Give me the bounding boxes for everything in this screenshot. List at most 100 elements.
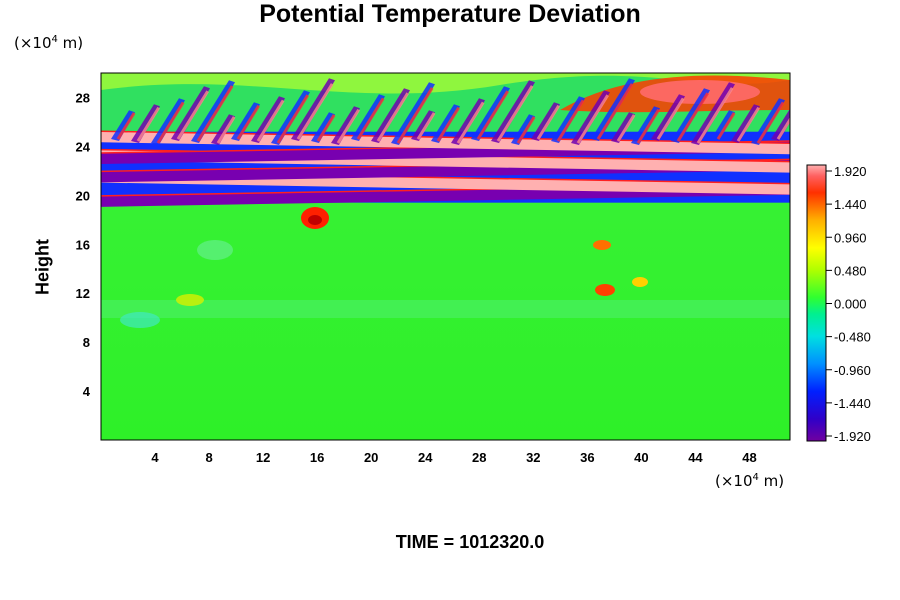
y-tick-label: 4 bbox=[83, 384, 91, 399]
chart-title: Potential Temperature Deviation bbox=[259, 0, 641, 28]
wave-streak bbox=[671, 88, 710, 144]
wave-crest bbox=[416, 112, 436, 140]
wave-crest bbox=[116, 112, 136, 140]
x-tick-label: 48 bbox=[742, 450, 756, 465]
wave-crest bbox=[536, 104, 560, 140]
wave-crest bbox=[456, 101, 485, 144]
x-tick-label: 36 bbox=[580, 450, 594, 465]
colorbar-scale bbox=[806, 164, 827, 442]
colorbar-tick-label: -0.480 bbox=[834, 330, 871, 345]
colorbar: 1.920 1.440 0.960 0.480 0.000 -0.480 -0.960 -1.… bbox=[806, 164, 871, 444]
wave-crest bbox=[236, 104, 260, 140]
x-axis-unit: (×104 m) bbox=[715, 472, 785, 490]
wave-streak bbox=[531, 102, 560, 142]
x-tick-label: 24 bbox=[418, 450, 433, 465]
wave-crest bbox=[496, 85, 534, 142]
y-tick-label: 16 bbox=[76, 237, 90, 252]
wave-crest bbox=[196, 85, 234, 142]
colorbar-tick-label: -1.920 bbox=[834, 429, 871, 444]
wave-streak bbox=[471, 86, 510, 142]
wave-crest bbox=[356, 97, 385, 140]
y-tick-label: 8 bbox=[83, 335, 90, 350]
colorbar-tick-label: 1.920 bbox=[834, 164, 867, 179]
wave-crest bbox=[396, 87, 434, 144]
wave-streak bbox=[511, 114, 535, 146]
y-axis-ticks: 4 8 12 16 20 24 28 bbox=[76, 90, 91, 399]
y-axis-unit: (×104 m) bbox=[14, 34, 84, 52]
colorbar-tick-label: 1.440 bbox=[834, 197, 867, 212]
wave-crest bbox=[276, 94, 309, 144]
wave-streak bbox=[251, 96, 285, 144]
x-tick-label: 16 bbox=[310, 450, 324, 465]
wave-streak bbox=[731, 104, 760, 144]
wave-streak bbox=[231, 102, 260, 142]
wave-streak bbox=[391, 82, 435, 146]
x-tick-label: 8 bbox=[205, 450, 212, 465]
wave-crest bbox=[436, 106, 460, 142]
wave-crest bbox=[316, 114, 336, 142]
wave-streak bbox=[751, 98, 785, 146]
colorbar-tick-label: 0.000 bbox=[834, 297, 867, 312]
wave-crest bbox=[596, 83, 634, 140]
wave-crest bbox=[156, 101, 185, 144]
wave-crest bbox=[336, 108, 360, 144]
wave-crest bbox=[476, 90, 509, 140]
y-tick-label: 28 bbox=[76, 90, 90, 105]
band bbox=[101, 131, 790, 155]
wave-crest bbox=[716, 112, 736, 140]
wave-crest bbox=[676, 92, 709, 142]
wave-streak bbox=[411, 110, 435, 142]
wave-streak bbox=[151, 98, 185, 146]
wave-crest bbox=[616, 114, 636, 142]
wave-crest bbox=[736, 106, 760, 142]
wave-streak bbox=[611, 112, 635, 144]
wave-crest bbox=[176, 90, 209, 140]
wave-streak bbox=[631, 106, 660, 146]
y-tick-label: 20 bbox=[76, 188, 90, 203]
plot-frame bbox=[100, 72, 791, 441]
wave-streak bbox=[551, 96, 585, 144]
colorbar-ticks: 1.920 1.440 0.960 0.480 0.000 -0.480 -0.960 -1.… bbox=[826, 164, 871, 444]
wave-crest bbox=[636, 108, 660, 144]
wave-streak bbox=[351, 94, 385, 142]
x-tick-label: 12 bbox=[256, 450, 270, 465]
wave-streak bbox=[571, 90, 610, 146]
colorbar-tick-label: 0.960 bbox=[834, 230, 867, 245]
wave-streak bbox=[271, 90, 310, 146]
wave-streak bbox=[111, 110, 135, 142]
wave-streak bbox=[371, 88, 410, 144]
wave-streak bbox=[311, 112, 335, 144]
wave-streak bbox=[691, 82, 735, 146]
wave-streak bbox=[431, 104, 460, 144]
wave-crest bbox=[776, 116, 790, 140]
time-label: TIME = 1012320.0 bbox=[395, 532, 545, 552]
wave-crest bbox=[576, 94, 609, 144]
y-tick-label: 24 bbox=[76, 139, 91, 154]
x-tick-label: 28 bbox=[472, 450, 486, 465]
wave-streak bbox=[131, 104, 160, 144]
colorbar-tick-label: -1.440 bbox=[834, 396, 871, 411]
wave-crest bbox=[556, 99, 585, 142]
wave-crest bbox=[256, 99, 285, 142]
x-tick-label: 4 bbox=[151, 450, 159, 465]
wave-streak bbox=[771, 108, 790, 142]
wave-streak bbox=[651, 94, 685, 142]
wave-streak bbox=[331, 106, 360, 146]
wave-crest bbox=[756, 101, 785, 144]
heatmap-wave-streaks bbox=[111, 78, 790, 146]
wave-crest bbox=[136, 106, 160, 142]
wave-streak bbox=[211, 114, 235, 146]
x-axis-ticks: 4 8 12 16 20 24 28 32 36 40 44 48 bbox=[151, 450, 756, 465]
wave-crest bbox=[516, 116, 536, 144]
heatmap-bands bbox=[101, 130, 790, 207]
x-tick-label: 40 bbox=[634, 450, 648, 465]
wave-streak bbox=[191, 80, 235, 144]
wave-crest bbox=[656, 97, 685, 140]
wave-streak bbox=[491, 80, 535, 144]
wave-streak bbox=[711, 110, 735, 142]
wave-crest bbox=[216, 116, 236, 144]
wave-streak bbox=[171, 86, 210, 142]
x-tick-label: 32 bbox=[526, 450, 540, 465]
x-tick-label: 44 bbox=[688, 450, 703, 465]
